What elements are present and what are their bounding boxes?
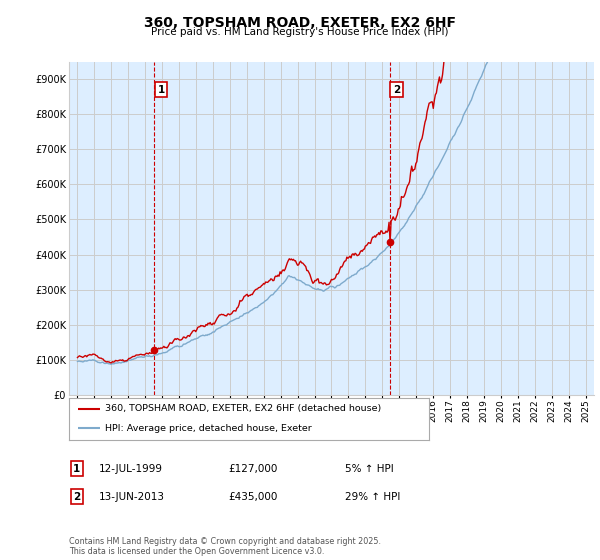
- Text: 2: 2: [393, 85, 400, 95]
- Text: £435,000: £435,000: [228, 492, 277, 502]
- Text: 1: 1: [73, 464, 80, 474]
- Text: 1: 1: [157, 85, 164, 95]
- Text: 5% ↑ HPI: 5% ↑ HPI: [345, 464, 394, 474]
- Text: HPI: Average price, detached house, Exeter: HPI: Average price, detached house, Exet…: [105, 424, 312, 433]
- Text: Price paid vs. HM Land Registry's House Price Index (HPI): Price paid vs. HM Land Registry's House …: [151, 27, 449, 37]
- Text: 360, TOPSHAM ROAD, EXETER, EX2 6HF: 360, TOPSHAM ROAD, EXETER, EX2 6HF: [144, 16, 456, 30]
- Text: Contains HM Land Registry data © Crown copyright and database right 2025.
This d: Contains HM Land Registry data © Crown c…: [69, 536, 381, 556]
- Text: 13-JUN-2013: 13-JUN-2013: [99, 492, 165, 502]
- Text: 360, TOPSHAM ROAD, EXETER, EX2 6HF (detached house): 360, TOPSHAM ROAD, EXETER, EX2 6HF (deta…: [105, 404, 381, 413]
- Text: 12-JUL-1999: 12-JUL-1999: [99, 464, 163, 474]
- Text: £127,000: £127,000: [228, 464, 277, 474]
- Text: 2: 2: [73, 492, 80, 502]
- Text: 29% ↑ HPI: 29% ↑ HPI: [345, 492, 400, 502]
